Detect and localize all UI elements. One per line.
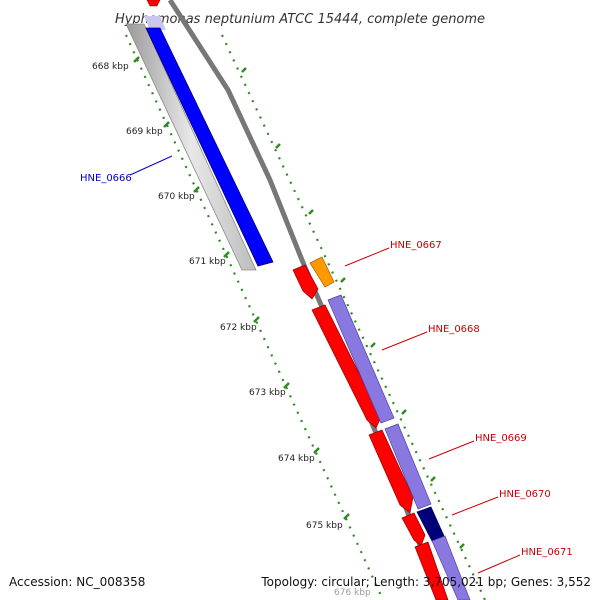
gene-label-HNE_0668[interactable]: HNE_0668 xyxy=(428,324,480,335)
gene-HNE_0668-bar[interactable] xyxy=(327,294,395,424)
gene-HNE_0666-blue[interactable] xyxy=(145,27,274,267)
genome-summary-text: Topology: circular; Length: 3,705,021 bp… xyxy=(260,575,591,589)
gene-HNE_0667-rna[interactable] xyxy=(309,256,335,288)
tick-label: 671 kbp xyxy=(189,257,226,267)
tick-label: 670 kbp xyxy=(158,192,195,202)
tick-label: 673 kbp xyxy=(249,388,286,398)
gene-label-HNE_0669[interactable]: HNE_0669 xyxy=(475,433,527,444)
gene-shadow-band xyxy=(125,23,257,271)
gene-shadow-cap xyxy=(144,16,166,30)
gene-label-HNE_0670[interactable]: HNE_0670 xyxy=(499,489,551,500)
gene-HNE_0667-cds[interactable] xyxy=(292,264,319,300)
gene-HNE_0669-bar[interactable] xyxy=(384,423,432,510)
gene-label-HNE_0666[interactable]: HNE_0666 xyxy=(80,173,132,184)
gene-label-HNE_0667[interactable]: HNE_0667 xyxy=(390,240,442,251)
gene-top-red[interactable] xyxy=(146,0,161,7)
gene-HNE_0671-cds[interactable] xyxy=(414,541,449,600)
gene-HNE_0668-cds[interactable] xyxy=(311,304,382,429)
gene-HNE_0670-cds[interactable] xyxy=(401,512,426,547)
tick-label: 669 kbp xyxy=(126,127,163,137)
ruler-major-ticks xyxy=(133,56,350,520)
gene-leaders xyxy=(129,155,521,574)
gene-label-HNE_0671[interactable]: HNE_0671 xyxy=(521,547,573,558)
genome-backbone xyxy=(167,0,443,600)
tick-label: 674 kbp xyxy=(278,454,315,464)
ruler-inner-major-ticks xyxy=(241,67,465,549)
tick-label: 672 kbp xyxy=(220,323,257,333)
kbp-labels: 668 kbp 669 kbp 670 kbp 671 kbp 672 kbp … xyxy=(92,62,371,598)
gene-HNE_0670-bar[interactable] xyxy=(416,506,445,542)
map-title: Hyphomonas neptunium ATCC 15444, complet… xyxy=(115,12,485,27)
tick-label: 668 kbp xyxy=(92,62,129,72)
gene-HNE_0669-cds[interactable] xyxy=(368,429,414,514)
tick-label: 676 kbp xyxy=(334,588,371,598)
accession-text: Accession: NC_008358 xyxy=(9,575,145,589)
tick-label: 675 kbp xyxy=(306,521,343,531)
ruler-line-inner xyxy=(221,34,486,600)
gene-HNE_0671-bar[interactable] xyxy=(431,535,471,600)
